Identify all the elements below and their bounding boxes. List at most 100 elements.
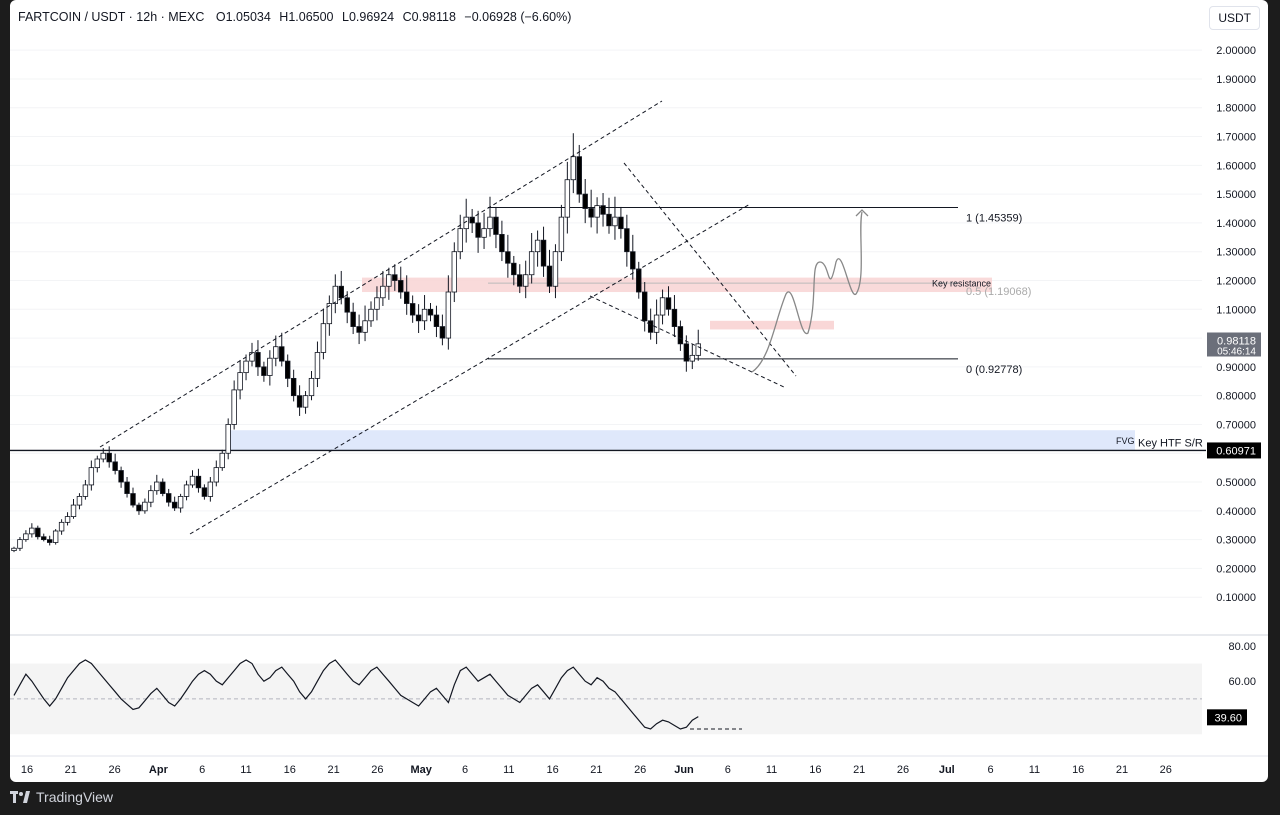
price-tick-label: 0.10000: [1216, 592, 1256, 604]
candle-body: [469, 216, 475, 224]
up-candle: [237, 359, 243, 400]
footer-brand: TradingView: [36, 789, 114, 805]
down-candle: [642, 281, 648, 332]
up-candle: [64, 512, 71, 526]
candle-body: [457, 228, 463, 253]
down-candle: [350, 302, 356, 335]
price-tick-label: 1.70000: [1216, 132, 1256, 144]
down-candle: [439, 314, 446, 346]
candle-body: [94, 458, 100, 469]
candle-body: [249, 352, 255, 362]
time-tick-label: 16: [546, 764, 558, 776]
candle-body: [439, 326, 446, 339]
candle-body: [160, 481, 166, 494]
candle-body: [576, 156, 582, 195]
candle-body: [183, 484, 190, 497]
candle-body: [29, 527, 35, 535]
channel-lower-line: [189, 203, 751, 535]
wedge-lower-line: [589, 295, 787, 389]
up-candle: [76, 493, 83, 510]
up-candle: [451, 242, 457, 303]
price-tick-label: 2.00000: [1216, 45, 1256, 57]
candle-body: [82, 484, 89, 497]
time-tick-label: 16: [284, 764, 296, 776]
candle-body: [517, 274, 523, 287]
fib-level-label: 0 (0.92778): [966, 364, 1022, 376]
time-tick-label: 26: [897, 764, 909, 776]
down-candle: [475, 210, 481, 253]
candle-body: [362, 320, 368, 333]
down-candle: [261, 361, 267, 382]
down-candle: [171, 496, 178, 511]
candle-body: [433, 314, 440, 327]
candle-body: [136, 504, 142, 512]
fvg-label: FVG: [1116, 436, 1135, 446]
candle-body: [392, 274, 398, 281]
price-tick-label: 0.20000: [1216, 563, 1256, 575]
down-candle: [356, 314, 362, 345]
chart-panel[interactable]: 2.00000 1.90000 1.80000 1.70000 1.60000 1.500…: [10, 0, 1268, 782]
candle-body: [356, 326, 362, 333]
candle-body: [403, 291, 410, 304]
candle-body: [177, 496, 184, 509]
price-tick-label: 0.70000: [1216, 419, 1256, 431]
candle-body: [689, 354, 695, 362]
candle-body: [600, 205, 606, 215]
down-candle: [112, 453, 118, 475]
candle-body: [225, 424, 231, 454]
candle-body: [106, 452, 112, 463]
up-candle: [183, 480, 190, 501]
open-label: O: [215, 10, 226, 24]
up-candle: [243, 354, 249, 381]
up-candle: [302, 391, 309, 414]
htf-price-label: 0.60971: [1216, 445, 1256, 457]
candle-body: [398, 280, 404, 293]
up-candle: [362, 305, 368, 342]
candle-body: [267, 357, 273, 376]
down-candle: [433, 305, 440, 338]
tradingview-logo-icon: [10, 791, 30, 803]
candle-body: [314, 352, 321, 379]
up-candle: [29, 523, 35, 538]
up-candle: [374, 286, 380, 321]
chart-canvas[interactable]: 2.00000 1.90000 1.80000 1.70000 1.60000 1.500…: [10, 0, 1268, 782]
candle-body: [189, 475, 196, 486]
candle-body: [237, 372, 243, 391]
candle-body: [636, 268, 642, 293]
time-tick-label: 16: [21, 764, 33, 776]
candle-body: [540, 239, 547, 267]
candle-body: [213, 467, 219, 483]
candle-body: [653, 314, 660, 333]
candle-body: [332, 285, 338, 304]
up-candle: [463, 198, 469, 243]
candle-body: [112, 461, 118, 471]
up-candle: [52, 529, 59, 545]
channel-upper-line: [99, 100, 663, 448]
candle-body: [290, 377, 297, 397]
down-candle: [600, 193, 606, 227]
down-candle: [415, 304, 422, 334]
candle-body: [350, 311, 356, 327]
time-tick-label: Apr: [149, 764, 169, 776]
up-candle: [695, 329, 701, 361]
time-tick-label: 26: [371, 764, 383, 776]
up-candle: [552, 244, 559, 299]
down-candle: [165, 488, 172, 507]
up-candle: [219, 449, 225, 471]
candle-body: [546, 265, 553, 287]
price-tick-label: 0.40000: [1216, 506, 1256, 518]
symbol-header: FARTCOIN / USDT · 12h · MEXC O1.05034 H1…: [18, 10, 576, 24]
up-candle: [457, 214, 463, 260]
candle-body: [47, 539, 53, 543]
up-candle: [154, 474, 160, 495]
time-tick-label: 6: [462, 764, 468, 776]
up-candle: [481, 212, 487, 249]
currency-button[interactable]: USDT: [1209, 6, 1260, 30]
high-value: 1.06500: [288, 10, 334, 24]
fib-level-label: 0.5 (1.19068): [966, 286, 1031, 298]
candle-body: [338, 285, 344, 299]
candle-body: [558, 216, 565, 253]
up-candle: [189, 470, 196, 488]
low-value: 0.96924: [348, 10, 395, 24]
price-tick-label: 1.50000: [1216, 189, 1256, 201]
